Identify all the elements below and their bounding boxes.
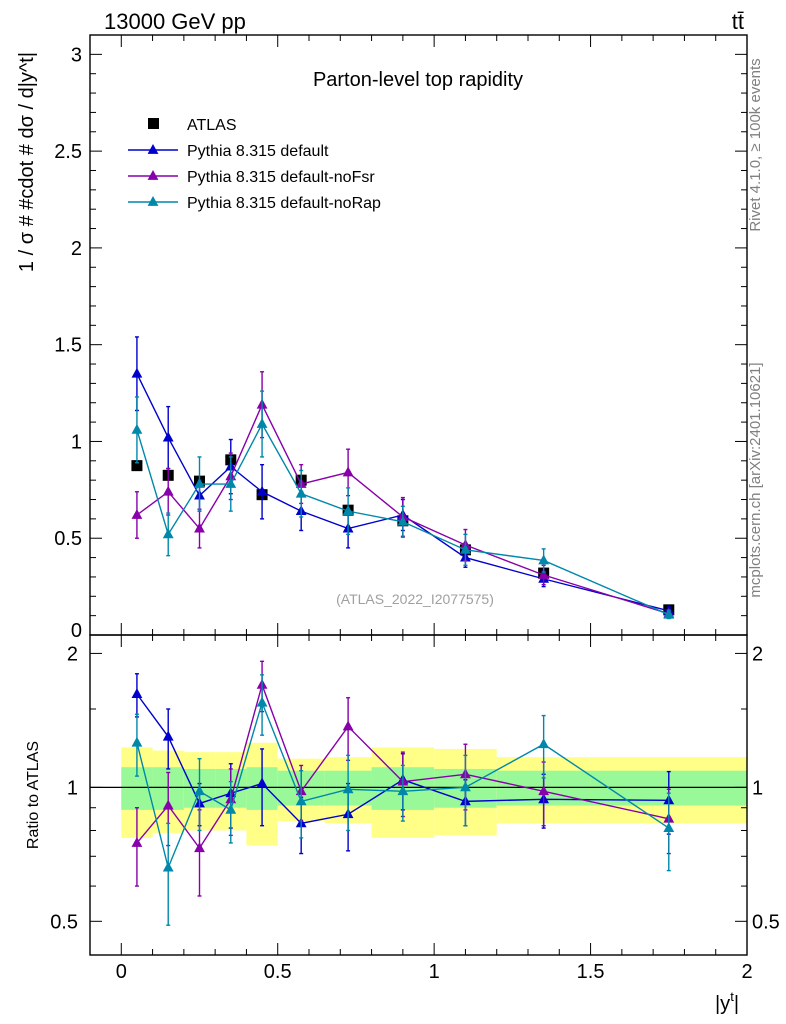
ratio-mc-point (295, 795, 307, 806)
legend-marker-triangle (147, 196, 159, 206)
ratio-y-axis-label: Ratio to ATLAS (25, 741, 42, 849)
main-mc-point (295, 487, 307, 498)
ratio-mc-point (397, 785, 409, 796)
main-y-axis-label: 1 / σ # #cdot # dσ / d|y^t| (16, 52, 38, 272)
x-tick-label: 0 (116, 961, 127, 983)
ratio-mc-point (162, 730, 174, 741)
legend-entry: ATLAS (148, 117, 237, 134)
main-mc-point (131, 423, 143, 434)
legend-entry: Pythia 8.315 default-noFsr (128, 169, 375, 186)
ratio-uncertainty-bands (90, 742, 747, 846)
x-tick-label: 1 (429, 961, 440, 983)
main-y-tick-label: 2 (71, 238, 82, 260)
analysis-reference: (ATLAS_2022_I2077575) (336, 591, 494, 607)
main-y-zero-label: 0 (71, 620, 82, 642)
ratio-y-tick-label: 1 (67, 777, 78, 799)
ratio-mc-point (131, 736, 143, 747)
main-mc-point (194, 522, 205, 533)
legend-entry: Pythia 8.315 default-noRap (128, 195, 381, 212)
process-label: tt̄ (732, 9, 744, 34)
ratio-y-tick-label-right: 2 (752, 643, 763, 665)
main-series-1 (131, 336, 675, 616)
legend: ATLAS Pythia 8.315 default Pythia 8.315 de… (128, 117, 381, 212)
ratio-mc-point (162, 861, 174, 872)
main-mc-point (663, 608, 675, 619)
main-y-tick-label: 0.5 (54, 528, 82, 550)
x-tick-label: 2 (741, 961, 752, 983)
ratio-mc-point (342, 720, 354, 731)
x-tick-label: 0.5 (264, 961, 292, 983)
main-mc-point (256, 485, 268, 496)
main-mc-point (162, 485, 174, 496)
ratio-y-tick-label: 0.5 (50, 911, 78, 933)
main-mc-point (256, 418, 268, 428)
main-series-line (136, 373, 669, 612)
mcplots-label: mcplots.cern.ch [arXiv:2401.10621] (747, 362, 764, 597)
legend-label: ATLAS (187, 117, 237, 134)
plot-title: Parton-level top rapidity (313, 69, 523, 91)
ratio-mc-point (342, 783, 354, 794)
energy-label: 13000 GeV pp (104, 9, 246, 34)
legend-marker-square (148, 118, 159, 129)
main-y-tick-label: 1.5 (54, 335, 82, 357)
legend-label: Pythia 8.315 default (187, 143, 329, 160)
main-mc-point (225, 478, 237, 488)
legend-label: Pythia 8.315 default-noRap (187, 195, 381, 212)
legend-entry: Pythia 8.315 default (128, 143, 329, 160)
main-series-3 (131, 390, 675, 620)
main-y-tick-label: 3 (71, 44, 82, 66)
ratio-mc-point (663, 822, 675, 832)
main-mc-point (342, 505, 354, 516)
ratio-mc-point (225, 803, 237, 814)
main-mc-point (162, 431, 174, 442)
main-y-tick-label: 2.5 (54, 141, 82, 163)
ratio-mc-point (194, 785, 205, 796)
main-mc-point (538, 569, 550, 579)
axes-frame (89, 34, 748, 956)
ratio-y-tick-label-right: 1 (752, 777, 763, 799)
ratio-series-2 (131, 674, 675, 926)
main-mc-point (131, 509, 143, 519)
main-mc-point (342, 466, 354, 477)
main-mc-point (162, 528, 174, 539)
main-mc-point (460, 543, 471, 554)
tick-marks: 0 0.5 1 1.5 2 0.5 1 1.5 2 2.5 3 0 0.5 0.5 1 1 2 2 (50, 35, 780, 983)
main-mc-point (194, 478, 205, 488)
main-mc-point (397, 515, 409, 526)
ratio-mc-point (131, 836, 143, 847)
ratio-mc-point (538, 785, 550, 796)
main-mc-point (131, 367, 143, 378)
ratio-mc-point (460, 781, 471, 792)
main-series-2 (131, 371, 675, 619)
x-axis-label: |yt| (715, 989, 739, 1015)
ratio-mc-point (131, 688, 143, 699)
legend-marker-triangle (147, 170, 159, 180)
ratio-mc-point (256, 777, 268, 788)
data-series (131, 336, 675, 926)
legend-marker-triangle (147, 144, 159, 154)
legend-label: Pythia 8.315 default-noFsr (187, 169, 375, 186)
rivet-version-label: Rivet 4.1.0, ≥ 100k events (747, 58, 764, 231)
ratio-y-tick-label-right: 0.5 (752, 911, 780, 933)
ratio-mc-point (162, 799, 174, 810)
main-y-tick-label: 1 (71, 431, 82, 453)
x-tick-label: 1.5 (577, 961, 605, 983)
ratio-y-tick-label: 2 (67, 643, 78, 665)
ratio-mc-point (194, 842, 205, 853)
main-mc-point (538, 554, 550, 565)
ratio-panel-frame (89, 634, 748, 956)
main-data-point (131, 460, 143, 472)
ratio-mc-point (538, 738, 550, 749)
ratio-mc-point (256, 696, 268, 707)
